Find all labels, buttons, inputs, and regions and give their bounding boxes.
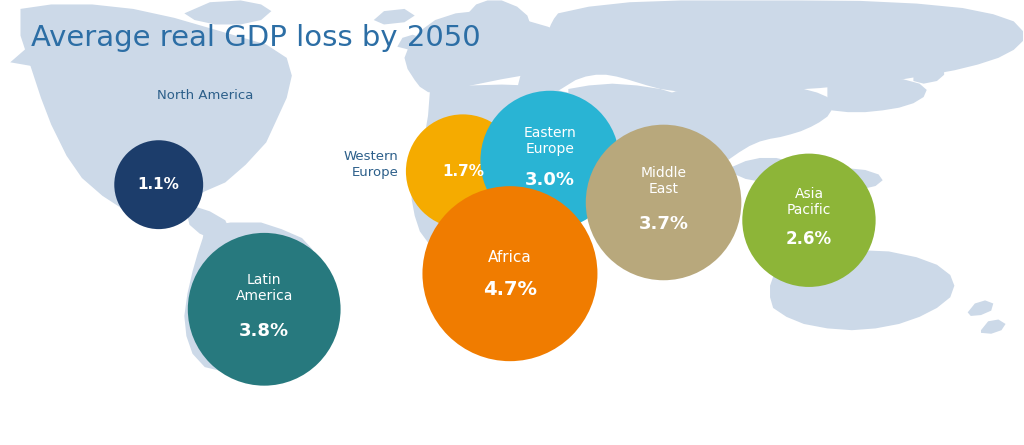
Polygon shape — [770, 250, 954, 330]
Polygon shape — [10, 49, 41, 67]
Circle shape — [586, 125, 741, 280]
Polygon shape — [913, 65, 944, 84]
Polygon shape — [568, 84, 694, 149]
Polygon shape — [817, 168, 883, 189]
Polygon shape — [466, 0, 530, 40]
Circle shape — [742, 154, 876, 287]
Circle shape — [423, 186, 597, 361]
Text: Eastern
Europe: Eastern Europe — [523, 125, 577, 156]
Circle shape — [187, 233, 341, 386]
Polygon shape — [412, 85, 604, 260]
Text: Middle
East: Middle East — [641, 166, 686, 196]
Text: Latin
America: Latin America — [236, 273, 293, 303]
Text: 3.8%: 3.8% — [240, 322, 289, 340]
Polygon shape — [374, 9, 415, 24]
Text: Average real GDP loss by 2050: Average real GDP loss by 2050 — [31, 24, 480, 53]
Text: 2.6%: 2.6% — [785, 230, 833, 248]
Text: 3.0%: 3.0% — [525, 170, 574, 189]
Polygon shape — [827, 78, 927, 112]
Polygon shape — [732, 158, 804, 182]
Polygon shape — [592, 183, 606, 201]
Polygon shape — [518, 0, 1023, 127]
Polygon shape — [184, 222, 317, 372]
Text: Western
Europe: Western Europe — [344, 150, 398, 179]
Polygon shape — [187, 205, 230, 238]
Polygon shape — [20, 4, 292, 214]
Polygon shape — [660, 85, 831, 195]
Text: 1.1%: 1.1% — [138, 177, 179, 192]
Polygon shape — [404, 11, 571, 93]
Polygon shape — [981, 320, 1006, 334]
Circle shape — [406, 114, 520, 228]
Text: 3.7%: 3.7% — [639, 215, 688, 233]
Text: 4.7%: 4.7% — [483, 280, 537, 299]
Text: North America: North America — [157, 89, 253, 102]
Circle shape — [480, 91, 620, 230]
Text: 1.7%: 1.7% — [441, 164, 484, 179]
Text: Asia
Pacific: Asia Pacific — [786, 186, 831, 217]
Polygon shape — [184, 0, 271, 24]
Circle shape — [115, 140, 203, 229]
Text: Africa: Africa — [488, 251, 531, 265]
Polygon shape — [968, 300, 993, 316]
Polygon shape — [397, 35, 422, 50]
